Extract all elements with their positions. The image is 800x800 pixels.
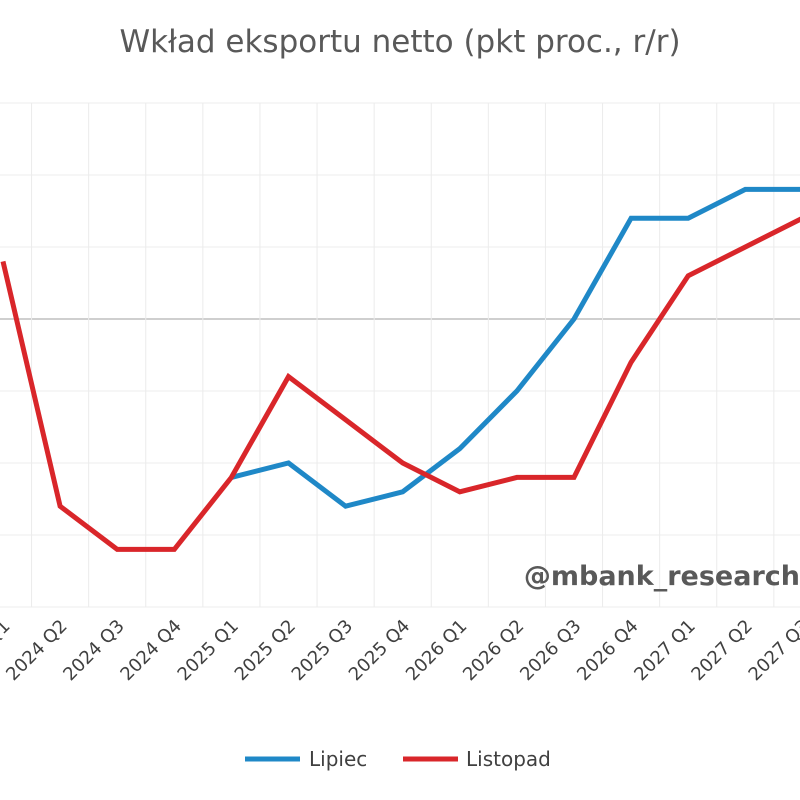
x-tick-label: 2027 Q3 [745, 616, 800, 685]
legend-label-lipiec: Lipiec [309, 747, 367, 771]
x-tick-label: 2027 Q1 [630, 616, 699, 685]
watermark-text: @mbank_research [524, 561, 800, 592]
x-tick-label: 2026 Q3 [516, 616, 585, 685]
series-line-listopad [0, 216, 800, 552]
x-tick-label: 2025 Q4 [345, 616, 414, 685]
x-tick-label: 2024 Q2 [2, 616, 71, 685]
series-lines [0, 186, 800, 552]
series-line-lipiec [230, 186, 800, 509]
chart-title: Wkład eksportu netto (pkt proc., r/r) [119, 24, 681, 60]
legend-label-listopad: Listopad [466, 747, 551, 771]
x-tick-label: 2024 Q3 [59, 616, 128, 685]
x-tick-label: 2025 Q2 [231, 616, 300, 685]
x-tick-label: 2024 Q4 [116, 616, 185, 685]
x-tick-label: 2025 Q3 [288, 616, 357, 685]
x-tick-label: 2026 Q4 [573, 616, 642, 685]
x-tick-label: 2025 Q1 [174, 616, 243, 685]
x-tick-label: 2026 Q1 [402, 616, 471, 685]
legend: Lipiec Listopad [245, 747, 551, 771]
grid [0, 102, 800, 608]
x-tick-label: 2027 Q2 [687, 616, 756, 685]
x-tick-label: 2026 Q2 [459, 616, 528, 685]
